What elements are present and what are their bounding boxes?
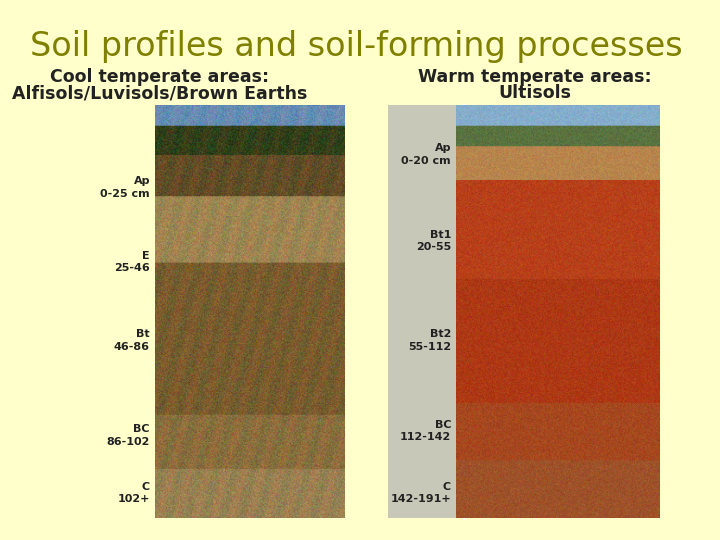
Text: Warm temperate areas:: Warm temperate areas: bbox=[418, 68, 652, 86]
Text: Bt1
20-55: Bt1 20-55 bbox=[415, 230, 451, 253]
Bar bbox=[388, 105, 456, 518]
Text: C
102+: C 102+ bbox=[117, 482, 150, 504]
Text: E
25-46: E 25-46 bbox=[114, 251, 150, 273]
Text: Cool temperate areas:: Cool temperate areas: bbox=[50, 68, 269, 86]
Text: Ultisols: Ultisols bbox=[498, 84, 572, 102]
Text: Ap
0-25 cm: Ap 0-25 cm bbox=[100, 177, 150, 199]
Text: BC
86-102: BC 86-102 bbox=[107, 424, 150, 447]
Text: Soil profiles and soil-forming processes: Soil profiles and soil-forming processes bbox=[30, 30, 683, 63]
Text: Bt
46-86: Bt 46-86 bbox=[114, 329, 150, 352]
Text: Alfisols/Luvisols/Brown Earths: Alfisols/Luvisols/Brown Earths bbox=[12, 84, 307, 102]
Text: Bt2
55-112: Bt2 55-112 bbox=[408, 329, 451, 352]
Text: Ap
0-20 cm: Ap 0-20 cm bbox=[401, 143, 451, 166]
Text: BC
112-142: BC 112-142 bbox=[400, 420, 451, 442]
Text: C
142-191+: C 142-191+ bbox=[390, 482, 451, 504]
